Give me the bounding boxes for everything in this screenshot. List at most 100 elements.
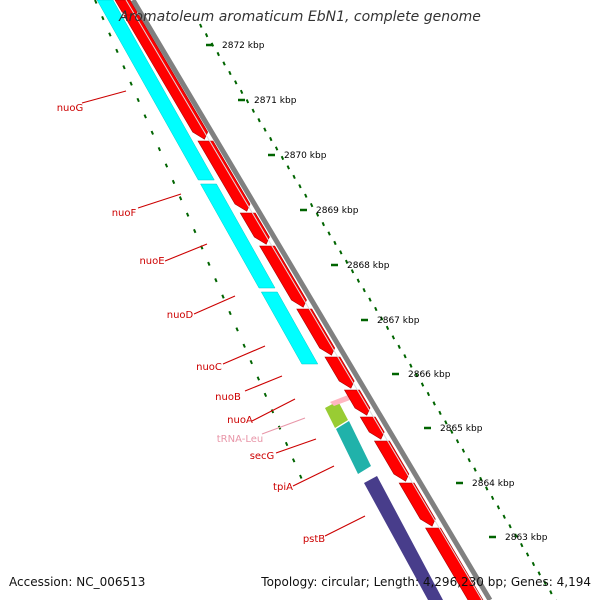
- gene-label: tpiA: [273, 482, 293, 493]
- ruler-dot: [150, 130, 154, 135]
- ruler-dot: [543, 580, 547, 586]
- ruler-dot: [379, 316, 384, 321]
- ruler-dot: [108, 32, 112, 37]
- ruler-dot: [292, 174, 296, 179]
- ruler-dot: [204, 33, 209, 38]
- ruler-dot: [199, 23, 203, 28]
- gene-leader-line: [324, 515, 366, 537]
- ruler-dot: [455, 439, 460, 444]
- forward-cds-feature: [359, 416, 385, 440]
- ruler-dot: [391, 335, 396, 340]
- gene-leader-line: [137, 193, 182, 209]
- ruler-dot: [101, 15, 105, 21]
- ruler-dot: [214, 278, 218, 283]
- ruler-dot: [525, 552, 530, 557]
- ruler-dot: [467, 457, 471, 463]
- forward-cds-feature: [398, 482, 436, 527]
- feature-pstB: [364, 476, 443, 600]
- ruler-dot: [222, 61, 226, 66]
- ruler-dot: [327, 231, 331, 236]
- gene-label: nuoB: [215, 392, 241, 403]
- ruler-dot: [432, 401, 436, 406]
- feature-tRNA-Leu: [330, 395, 350, 406]
- ruler-dot: [221, 294, 225, 299]
- genes-value: 4,194: [556, 575, 591, 589]
- ruler-dot: [403, 354, 407, 359]
- ruler-tick-label: 2870 kbp: [284, 151, 327, 161]
- ruler-dot: [321, 221, 325, 227]
- ruler-dot: [531, 561, 536, 567]
- ruler-tick-label: 2871 kbp: [254, 96, 297, 106]
- accession-value: NC_006513: [76, 575, 146, 589]
- ruler-dot: [207, 261, 211, 266]
- gene-leader-line: [222, 345, 266, 365]
- ruler-dot: [385, 325, 390, 331]
- ruler-tick-label: 2864 kbp: [472, 479, 515, 489]
- ruler-dot: [514, 533, 518, 538]
- gene-label: nuoG: [57, 103, 84, 114]
- ruler-dot: [178, 196, 183, 201]
- gene-label: nuoE: [139, 256, 164, 267]
- ruler-dot: [239, 89, 244, 94]
- gene-label: nuoF: [112, 208, 137, 219]
- ruler-dot: [438, 410, 442, 416]
- genes-label: Genes:: [510, 575, 553, 589]
- topology-value: circular;: [321, 575, 370, 589]
- ruler-track-inner: [94, 0, 303, 479]
- ruler-dot: [426, 391, 431, 397]
- ruler-dot: [136, 97, 140, 103]
- backbone-outer: [130, 0, 493, 600]
- reverse-strand-track: [96, 0, 319, 365]
- ruler-dot: [362, 287, 366, 293]
- gene-leader-line: [164, 243, 208, 262]
- accession-label: Accession:: [9, 575, 73, 589]
- ruler-dot: [263, 127, 267, 132]
- ruler-dot: [309, 203, 314, 208]
- small-features: [325, 395, 443, 600]
- ruler-dot: [502, 514, 506, 519]
- ruler-dot: [299, 474, 303, 479]
- ruler-dot: [344, 259, 349, 264]
- reverse-cds-feature: [200, 183, 276, 289]
- ruler-dot: [490, 495, 495, 501]
- map-title: Aromatoleum aromaticum EbN1, complete ge…: [119, 9, 481, 25]
- ruler-dot: [94, 0, 98, 4]
- reverse-cds-feature: [96, 0, 215, 181]
- ruler-dot: [537, 571, 541, 576]
- topology-label: Topology:: [261, 575, 318, 589]
- ruler-dot: [339, 250, 343, 255]
- gene-leader-line: [275, 438, 317, 454]
- gene-labels: nuoG nuoF nuoE nuoD nuoC nuoB nuoA tRNA-Leu secG…: [57, 90, 366, 545]
- ruler-dot: [333, 240, 337, 246]
- ruler-tick-label: 2865 kbp: [440, 424, 483, 434]
- ruler-dot: [234, 80, 238, 85]
- gene-label: nuoC: [196, 362, 222, 373]
- ruler-dot: [242, 343, 246, 348]
- ruler-tick-label: 2868 kbp: [347, 261, 390, 271]
- ruler-dot: [257, 118, 261, 123]
- gene-leader-line: [261, 417, 306, 435]
- length-label: Length:: [373, 575, 420, 589]
- ruler-dot: [415, 372, 419, 378]
- ruler-dot: [409, 363, 413, 368]
- ruler-dot: [193, 228, 197, 234]
- ruler-dot: [164, 163, 169, 168]
- gene-label: secG: [250, 451, 275, 462]
- length-value: 4,296,230 bp;: [422, 575, 508, 589]
- ruler-dot: [129, 81, 133, 86]
- ruler-tick-label: 2866 kbp: [408, 370, 451, 380]
- ruler-dot: [284, 441, 289, 447]
- forward-cds-feature: [373, 440, 410, 482]
- ruler-dot: [270, 409, 275, 414]
- ruler-tick-label: 2867 kbp: [377, 316, 420, 326]
- ruler-dot: [304, 193, 308, 198]
- ruler-dot: [350, 269, 355, 274]
- ruler-dot: [228, 310, 232, 316]
- ruler-dot: [292, 458, 296, 463]
- gene-label: pstB: [303, 534, 325, 545]
- gene-label: nuoD: [167, 310, 194, 321]
- ruler-dot: [315, 212, 320, 217]
- ruler-dot: [216, 51, 220, 57]
- ruler-dot: [374, 306, 378, 312]
